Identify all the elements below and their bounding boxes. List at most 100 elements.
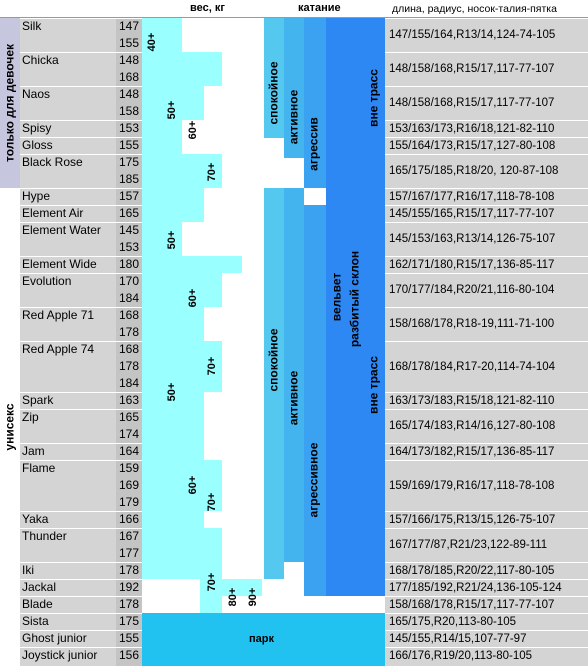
weight-label: 80+	[227, 587, 239, 607]
weight-bar	[142, 511, 204, 528]
weight-bar	[142, 205, 204, 222]
board-spec: 155/164/173,R15/17,127-80-108	[389, 140, 556, 152]
board-spec: 168/178/184,R17-20,114-74-104	[389, 361, 556, 373]
board-name: Jackal	[22, 580, 57, 594]
board-name: Blade	[22, 597, 53, 611]
board-size: 159	[119, 461, 140, 475]
weight-bar	[142, 52, 222, 86]
board-size: 163	[119, 393, 140, 407]
board-size: 170	[119, 274, 140, 288]
weight-label: 70+	[206, 162, 218, 182]
board-name: Red Apple 71	[22, 308, 95, 322]
riding-offpiste-band	[326, 188, 385, 596]
weight-label: 40+	[146, 32, 158, 52]
weight-bar	[142, 86, 204, 120]
board-spec: 148/158/168,R15/17,117-77-107	[389, 63, 555, 75]
board-size: 179	[119, 495, 140, 509]
weight-label: 60+	[187, 288, 199, 308]
board-spec: 166/176,R19/20,113-80-105	[389, 650, 533, 662]
board-name: Hype	[22, 189, 51, 203]
board-size: 166	[119, 512, 140, 526]
board-size: 164	[119, 444, 140, 458]
weight-label: 50+	[166, 382, 178, 402]
board-name: Yaka	[22, 512, 49, 526]
board-name: Ghost junior	[22, 631, 87, 645]
weight-bar	[142, 443, 204, 460]
riding-aggressive-band	[304, 18, 326, 188]
weight-label: 70+	[206, 356, 218, 376]
weight-bar	[142, 341, 222, 392]
riding-active-band	[284, 18, 304, 158]
riding-calm-band	[264, 188, 284, 579]
board-size: 155	[119, 138, 140, 152]
board-name: Jam	[22, 444, 45, 458]
board-size: 178	[119, 563, 140, 577]
board-name: Chicka	[22, 53, 59, 67]
board-spec: 145/153/163,R13/14,126-75-107	[389, 233, 556, 245]
board-size: 174	[119, 427, 140, 441]
board-spec: 153/163/173,R16/18,121-82-110	[389, 123, 555, 135]
board-size: 153	[119, 240, 140, 254]
board-name: Iki	[22, 563, 34, 577]
weight-bar	[142, 154, 222, 188]
board-name: Red Apple 74	[22, 342, 95, 356]
header-riding: катание	[298, 2, 341, 14]
weight-bar	[142, 188, 204, 205]
board-spec: 147/155/164,R13/14,124-74-105	[389, 29, 556, 41]
board-size: 168	[119, 70, 140, 84]
header-specs: длина, радиус, носок-талия-пятка	[392, 3, 557, 15]
board-spec: 165/174/183,R14/16,127-80-108	[389, 420, 556, 432]
board-spec: 168/178/185,R20/22,117-80-105	[389, 565, 555, 577]
board-size: 168	[119, 342, 140, 356]
row-separator	[20, 188, 588, 189]
riding-active-label: активное	[286, 370, 301, 426]
riding-offpiste-label: вне трасс	[366, 356, 381, 414]
board-size: 153	[119, 121, 140, 135]
board-name: Flame	[22, 461, 56, 475]
weight-bar	[142, 460, 222, 511]
board-size: 165	[119, 206, 140, 220]
riding-velvet-label: вельвет	[329, 272, 344, 322]
board-spec: 162/171/180,R15/17,136-85-117	[389, 259, 555, 271]
riding-broken-label: разбитый склон	[347, 250, 362, 348]
board-name: Joystick junior	[22, 648, 98, 662]
riding-calm-band	[264, 18, 284, 138]
board-size: 169	[119, 478, 140, 492]
riding-aggressive-label: агрессив	[306, 117, 321, 171]
board-spec: 157/166/175,R13/15,126-75-107	[389, 514, 556, 526]
board-size: 175	[119, 155, 140, 169]
board-name: Element Water	[22, 223, 101, 237]
riding-park-label: парк	[249, 633, 274, 645]
board-size: 180	[119, 257, 140, 271]
board-spec: 159/169/179,R16/17,118-78-108	[389, 480, 555, 492]
board-size: 185	[119, 172, 140, 186]
board-name: Silk	[22, 19, 42, 33]
board-size: 155	[119, 36, 140, 50]
weight-label: 70+	[206, 492, 218, 512]
weight-label: 50+	[166, 230, 178, 250]
riding-park-band	[142, 613, 385, 666]
board-size: 148	[119, 53, 140, 67]
board-name: Black Rose	[22, 155, 83, 169]
weight-bar	[142, 307, 204, 341]
board-name: Naos	[22, 87, 51, 101]
board-size: 165	[119, 410, 140, 424]
riding-active-band	[284, 188, 304, 562]
weight-bar	[142, 409, 204, 443]
board-size: 168	[119, 308, 140, 322]
riding-aggressive-label: агрессивное	[306, 442, 321, 518]
weight-bar	[142, 120, 182, 154]
board-spec: 165/175,R20,113-80-105	[389, 616, 517, 628]
group-girls-cell	[0, 18, 20, 188]
board-spec: 165/175/185,R18/20, 120-87-108	[389, 165, 559, 177]
board-name: Sista	[22, 614, 49, 628]
weight-label: 70+	[206, 572, 218, 592]
board-size: 156	[119, 648, 140, 662]
riding-offpiste-label: вне трасс	[366, 69, 381, 127]
board-spec: 158/168/178,R15/17,117-77-107	[389, 599, 555, 611]
weight-bar	[200, 579, 262, 596]
spec-column	[385, 18, 588, 666]
board-size: 157	[119, 189, 140, 203]
board-name: Zip	[22, 410, 39, 424]
